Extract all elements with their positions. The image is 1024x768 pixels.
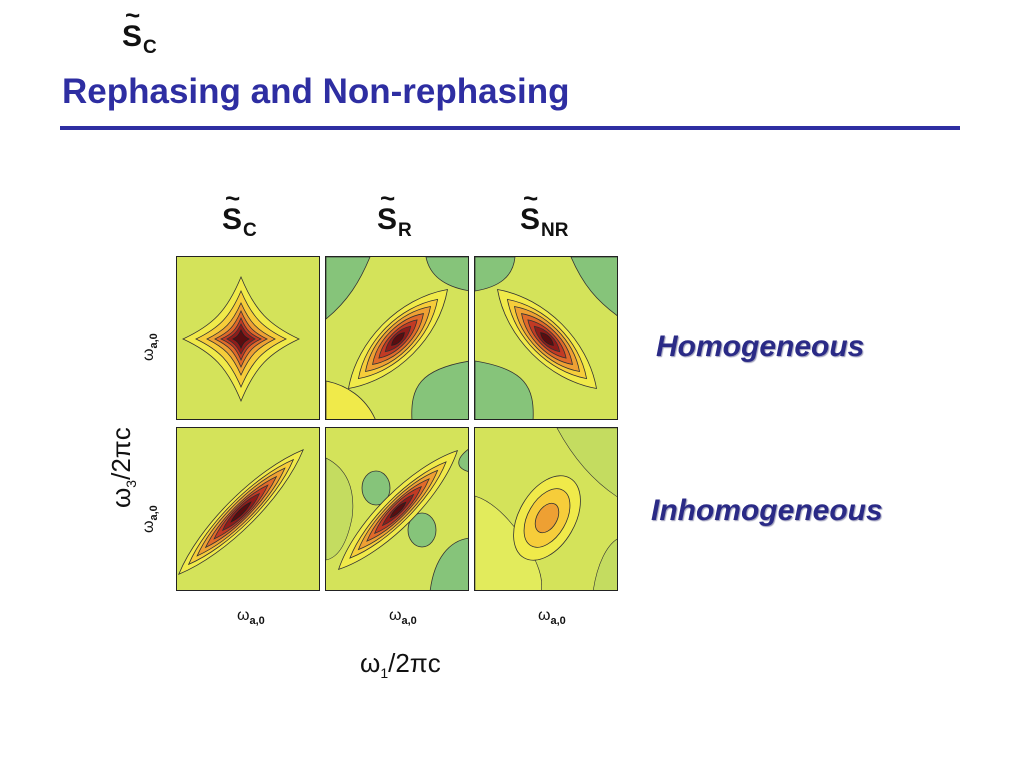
y-axis-subscript: 3 [123, 479, 140, 488]
column-header-tilde: ~ [380, 183, 396, 213]
x-tick-subscript: a,0 [401, 615, 417, 628]
y-axis-title: ω3/2πc [106, 427, 139, 508]
y-tick-symbol: ω [140, 348, 157, 362]
column-header-tilde: ~ [225, 183, 241, 213]
column-header-sr: ~ SR [377, 183, 412, 242]
panel-inhomogeneous-sc [176, 427, 320, 591]
y-tick-subscript: a,0 [148, 333, 161, 349]
x-tick-symbol: ω [237, 607, 250, 624]
y-axis-suffix: /2πc [106, 427, 136, 480]
column-header-sc: ~ SC [222, 183, 257, 242]
column-header-sc: ~ SC [122, 0, 157, 59]
column-header-subscript: R [398, 220, 412, 241]
column-header-symbol: S [122, 20, 143, 53]
spectra-figure: ~ SC ~ SR ~ SNR [100, 183, 640, 705]
x-tick-sr: ωa,0 [389, 607, 417, 627]
slide-title: Rephasing and Non-rephasing [62, 72, 570, 111]
column-header-snr: ~ SNR [520, 183, 569, 242]
panel-homogeneous-sr [325, 256, 469, 420]
column-header-symbol: S [377, 203, 398, 236]
x-tick-sc: ωa,0 [237, 607, 265, 627]
column-header-tilde: ~ [125, 0, 141, 30]
y-tick-symbol: ω [140, 520, 157, 534]
row-label-inhomogeneous: Inhomogeneous [651, 494, 883, 527]
title-underline [60, 126, 960, 130]
x-axis-suffix: /2πc [388, 648, 441, 678]
column-header-subscript: C [143, 37, 157, 58]
panel-homogeneous-sc [176, 256, 320, 420]
row-label-homogeneous: Homogeneous [656, 330, 865, 363]
x-tick-subscript: a,0 [550, 615, 566, 628]
panel-inhomogeneous-sr [325, 427, 469, 591]
panel-homogeneous-snr [474, 256, 618, 420]
x-axis-symbol: ω [360, 648, 381, 678]
y-axis-symbol: ω [106, 487, 136, 508]
x-tick-symbol: ω [389, 607, 402, 624]
y-tick-inhomogeneous: ωa,0 [140, 505, 160, 533]
x-tick-subscript: a,0 [249, 615, 265, 628]
x-tick-snr: ωa,0 [538, 607, 566, 627]
x-axis-title: ω1/2πc [360, 648, 441, 681]
column-header-subscript: C [243, 220, 257, 241]
y-tick-subscript: a,0 [148, 505, 161, 521]
y-tick-homogeneous: ωa,0 [140, 333, 160, 361]
x-axis-subscript: 1 [380, 665, 389, 682]
x-tick-symbol: ω [538, 607, 551, 624]
column-header-symbol: S [222, 203, 243, 236]
panel-inhomogeneous-snr [474, 427, 618, 591]
column-header-symbol: S [520, 203, 541, 236]
column-header-subscript: NR [541, 220, 569, 241]
column-header-tilde: ~ [523, 183, 539, 213]
